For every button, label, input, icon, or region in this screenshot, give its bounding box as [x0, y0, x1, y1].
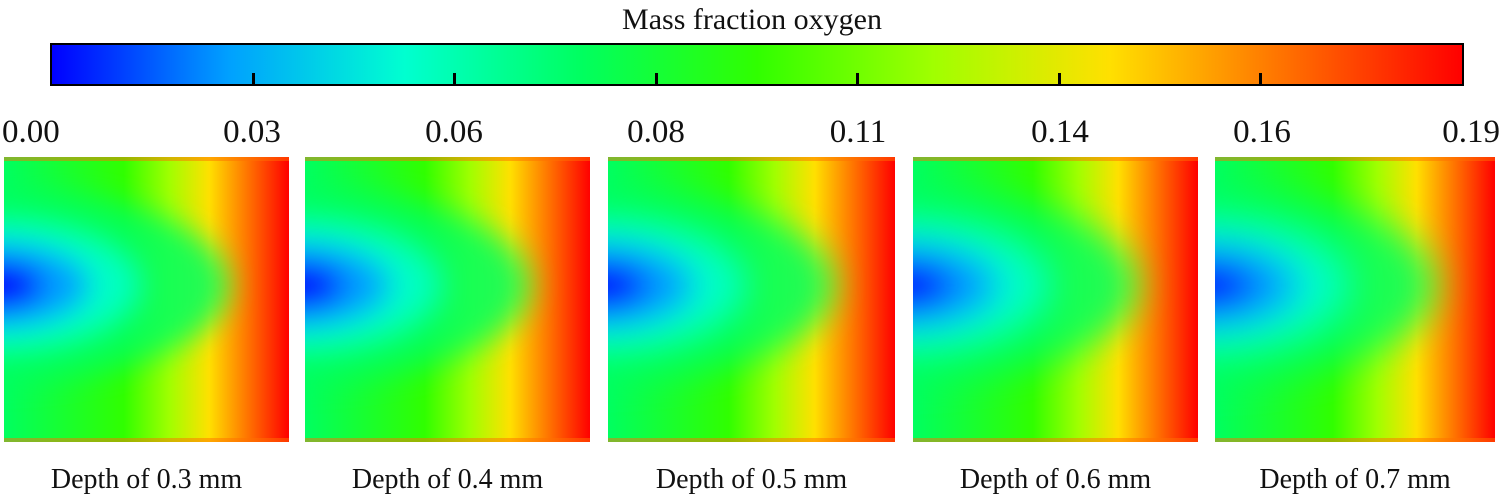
oxygen-contour [1215, 260, 1255, 311]
colorbar-tick-label: 0.03 [223, 114, 281, 150]
edge-line-top [913, 157, 1198, 161]
oxygen-contour [4, 242, 90, 328]
contour-panel-depth-0-7mm [1215, 157, 1495, 442]
edge-line-top [608, 157, 895, 161]
colorbar-tick-label: 0.14 [1031, 114, 1089, 150]
contour-plot [1215, 157, 1495, 442]
panel-label: Depth of 0.5 mm [655, 464, 848, 495]
oxygen-contour [913, 242, 999, 328]
edge-line-bottom [4, 438, 289, 442]
edge-line-bottom [305, 438, 590, 442]
panel-label: Depth of 0.6 mm [959, 464, 1152, 495]
panel-label: Depth of 0.7 mm [1259, 464, 1451, 495]
colorbar-tick-label: 0.06 [425, 114, 483, 150]
colorbar-tick-label: 0.11 [829, 114, 887, 150]
panel-label: Depth of 0.3 mm [50, 464, 243, 495]
colorbar [50, 43, 1464, 86]
colorbar-tick-label: 0.08 [627, 114, 685, 150]
oxygen-contour [913, 260, 953, 311]
colorbar-tick-label: 0.00 [2, 114, 60, 150]
contour-plot [913, 157, 1198, 442]
chart-title: Mass fraction oxygen [622, 3, 882, 36]
contour-plot [608, 157, 895, 442]
colorbar-tick [1057, 73, 1061, 86]
contour-panel-depth-0-6mm [913, 157, 1198, 442]
colorbar-tick [654, 73, 658, 86]
edge-line-top [305, 157, 590, 161]
edge-line-top [4, 157, 289, 161]
edge-line-top [1215, 157, 1495, 161]
colorbar-tick [453, 73, 457, 86]
oxygen-contour [305, 242, 391, 328]
contour-plot [4, 157, 289, 442]
oxygen-contour [608, 260, 649, 311]
oxygen-contour [1215, 242, 1299, 328]
contour-panel-depth-0-5mm [608, 157, 895, 442]
oxygen-contour [4, 260, 44, 311]
colorbar-tick-label: 0.16 [1233, 114, 1291, 150]
panel-label: Depth of 0.4 mm [351, 464, 544, 495]
contour-panel-depth-0-4mm [305, 157, 590, 442]
colorbar-tick-label: 0.19 [1442, 114, 1500, 150]
colorbar-tick [856, 73, 860, 86]
colorbar-tick [251, 73, 255, 86]
edge-line-bottom [913, 438, 1198, 442]
contour-plot [305, 157, 590, 442]
edge-line-bottom [608, 438, 895, 442]
colorbar-tick [1259, 73, 1263, 86]
edge-line-bottom [1215, 438, 1495, 442]
oxygen-contour [305, 260, 345, 311]
oxygen-contour [608, 242, 695, 328]
contour-panel-depth-0-3mm [4, 157, 289, 442]
